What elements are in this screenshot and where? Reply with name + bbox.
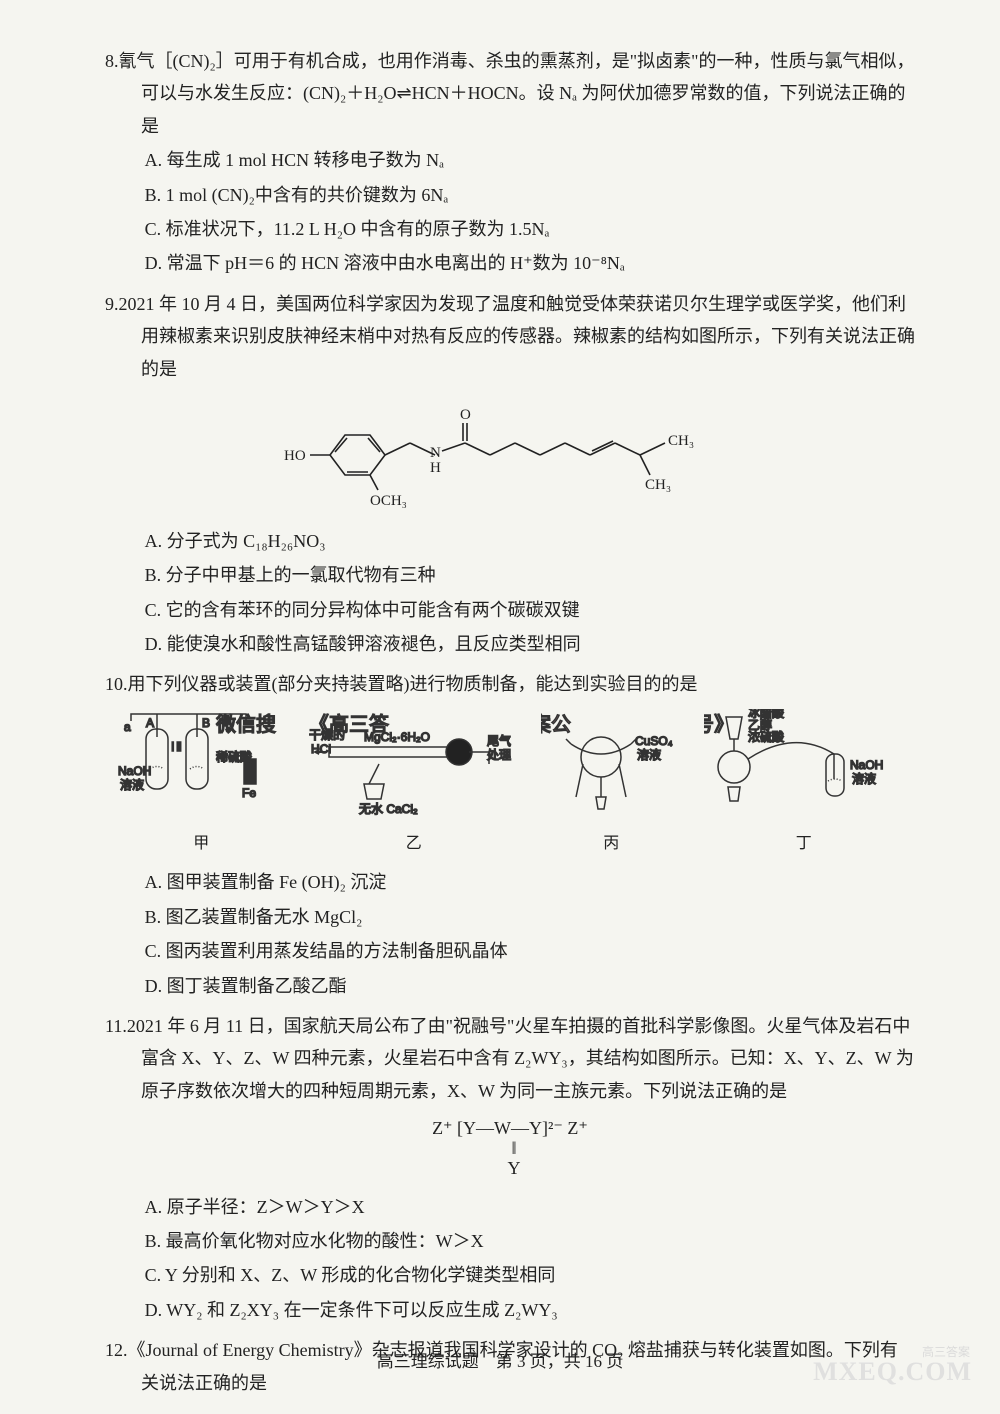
q10-opt-b: B. 图乙装置制备无水 MgCl₂ (105, 901, 915, 933)
svg-text:尾气: 尾气 (487, 733, 511, 748)
svg-text:NaOH: NaOH (118, 764, 151, 778)
label-och3: OCH₃ (370, 493, 407, 509)
q10-stem: 10.用下列仪器或装置(部分夹持装置略)进行物质制备，能达到实验目的的是 (105, 668, 915, 700)
capsaicin-structure: HO OCH₃ N H O CH₃ CH₃ (270, 395, 750, 515)
svg-text:CuSO₄: CuSO₄ (635, 734, 673, 748)
ding-label: 丁 (704, 830, 904, 859)
q8-stem: 8.氰气［(CN)₂］可用于有机合成，也用作消毒、杀虫的熏蒸剂，是"拟卤素"的一… (105, 45, 915, 142)
diagram-jia: 微信搜 a A B Ⅰ Ⅱ NaOH (116, 709, 286, 859)
question-11: 11.2021 年 6 月 11 日，国家航天局公布了由"祝融号"火星车拍摄的首… (105, 1010, 915, 1326)
q11-formula: Z⁺ [Y—W—Y]²⁻ Z⁺ ‖ Y (105, 1119, 915, 1178)
svg-text:稀硫酸: 稀硫酸 (216, 749, 252, 764)
apparatus-row: 微信搜 a A B Ⅰ Ⅱ NaOH (105, 709, 915, 859)
diagram-yi: 《高三答 干燥的 HCl MgCl₂·6H₂O 无水 CaCl₂ 尾气 处理 乙 (309, 709, 519, 859)
svg-text:A: A (146, 716, 154, 730)
svg-text:Ⅰ: Ⅰ (171, 740, 175, 754)
question-9: 9.2021 年 10 月 4 日，美国两位科学家因为发现了温度和触觉受体荣获诺… (105, 288, 915, 661)
svg-text:a: a (124, 720, 131, 734)
q9-opt-c: C. 它的含有苯环的同分异构体中可能含有两个碳碳双键 (105, 594, 915, 626)
q10-opt-a: A. 图甲装置制备 Fe (OH)₂ 沉淀 (105, 866, 915, 898)
jia-label: 甲 (116, 830, 286, 859)
label-o: O (460, 407, 471, 423)
watermark-corner: MXEQ.COM (813, 1349, 972, 1396)
label-ch3b: CH₃ (645, 477, 671, 493)
svg-text:溶液: 溶液 (637, 747, 661, 762)
svg-text:NaOH: NaOH (850, 758, 883, 772)
q11-stem: 11.2021 年 6 月 11 日，国家航天局公布了由"祝融号"火星车拍摄的首… (105, 1010, 915, 1107)
diagram-bing: 案公 CuSO₄ 溶液 丙 (541, 709, 681, 859)
q10-opt-d: D. 图丁装置制备乙酸乙酯 (105, 970, 915, 1002)
diagram-ding: 众号》 冰醋酸 乙醇 浓硫酸 NaOH 溶液 丁 (704, 709, 904, 859)
svg-text:Ⅱ: Ⅱ (176, 740, 182, 754)
q8-opt-a: A. 每生成 1 mol HCN 转移电子数为 Nₐ (105, 144, 915, 176)
svg-text:溶液: 溶液 (852, 771, 876, 786)
q9-opt-d: D. 能使溴水和酸性高锰酸钾溶液褪色，且反应类型相同 (105, 628, 915, 660)
svg-text:MgCl₂·6H₂O: MgCl₂·6H₂O (364, 730, 430, 744)
q10-opt-c: C. 图丙装置利用蒸发结晶的方法制备胆矾晶体 (105, 935, 915, 967)
svg-text:无水 CaCl₂: 无水 CaCl₂ (359, 802, 418, 816)
q8-opt-c: C. 标准状况下，11.2 L H₂O 中含有的原子数为 1.5Nₐ (105, 213, 915, 245)
svg-text:HCl: HCl (311, 742, 331, 756)
q11-opt-c: C. Y 分别和 X、Z、W 形成的化合物化学键类型相同 (105, 1259, 915, 1291)
svg-text:浓硫酸: 浓硫酸 (748, 729, 784, 744)
svg-text:B: B (202, 716, 210, 730)
bing-label: 丙 (541, 830, 681, 859)
q11-opt-d: D. WY₂ 和 Z₂XY₃ 在一定条件下可以反应生成 Z₂WY₃ (105, 1294, 915, 1326)
svg-text:干燥的: 干燥的 (309, 727, 345, 742)
svg-text:溶液: 溶液 (120, 777, 144, 792)
question-10: 10.用下列仪器或装置(部分夹持装置略)进行物质制备，能达到实验目的的是 微信搜 (105, 668, 915, 1002)
svg-text:处理: 处理 (487, 748, 511, 762)
q11-opt-b: B. 最高价氧化物对应水化物的酸性：W＞X (105, 1225, 915, 1257)
q9-stem: 9.2021 年 10 月 4 日，美国两位科学家因为发现了温度和触觉受体荣获诺… (105, 288, 915, 385)
question-8: 8.氰气［(CN)₂］可用于有机合成，也用作消毒、杀虫的熏蒸剂，是"拟卤素"的一… (105, 45, 915, 280)
label-ho: HO (284, 448, 306, 464)
yi-label: 乙 (309, 830, 519, 859)
label-n: N (430, 445, 441, 461)
q8-opt-b: B. 1 mol (CN)₂中含有的共价键数为 6Nₐ (105, 179, 915, 211)
label-h: H (430, 460, 441, 476)
label-ch3a: CH₃ (668, 433, 694, 449)
red-watermark-right1: 案公 (541, 713, 571, 736)
q9-opt-a: A. 分子式为 C₁₈H₂₆NO₃ (105, 525, 915, 557)
q8-opt-d: D. 常温下 pH＝6 的 HCN 溶液中由水电离出的 H⁺数为 10⁻⁸Nₐ (105, 247, 915, 279)
q9-opt-b: B. 分子中甲基上的一氯取代物有三种 (105, 559, 915, 591)
q11-opt-a: A. 原子半径：Z＞W＞Y＞X (105, 1191, 915, 1223)
svg-text:Fe: Fe (242, 786, 256, 800)
